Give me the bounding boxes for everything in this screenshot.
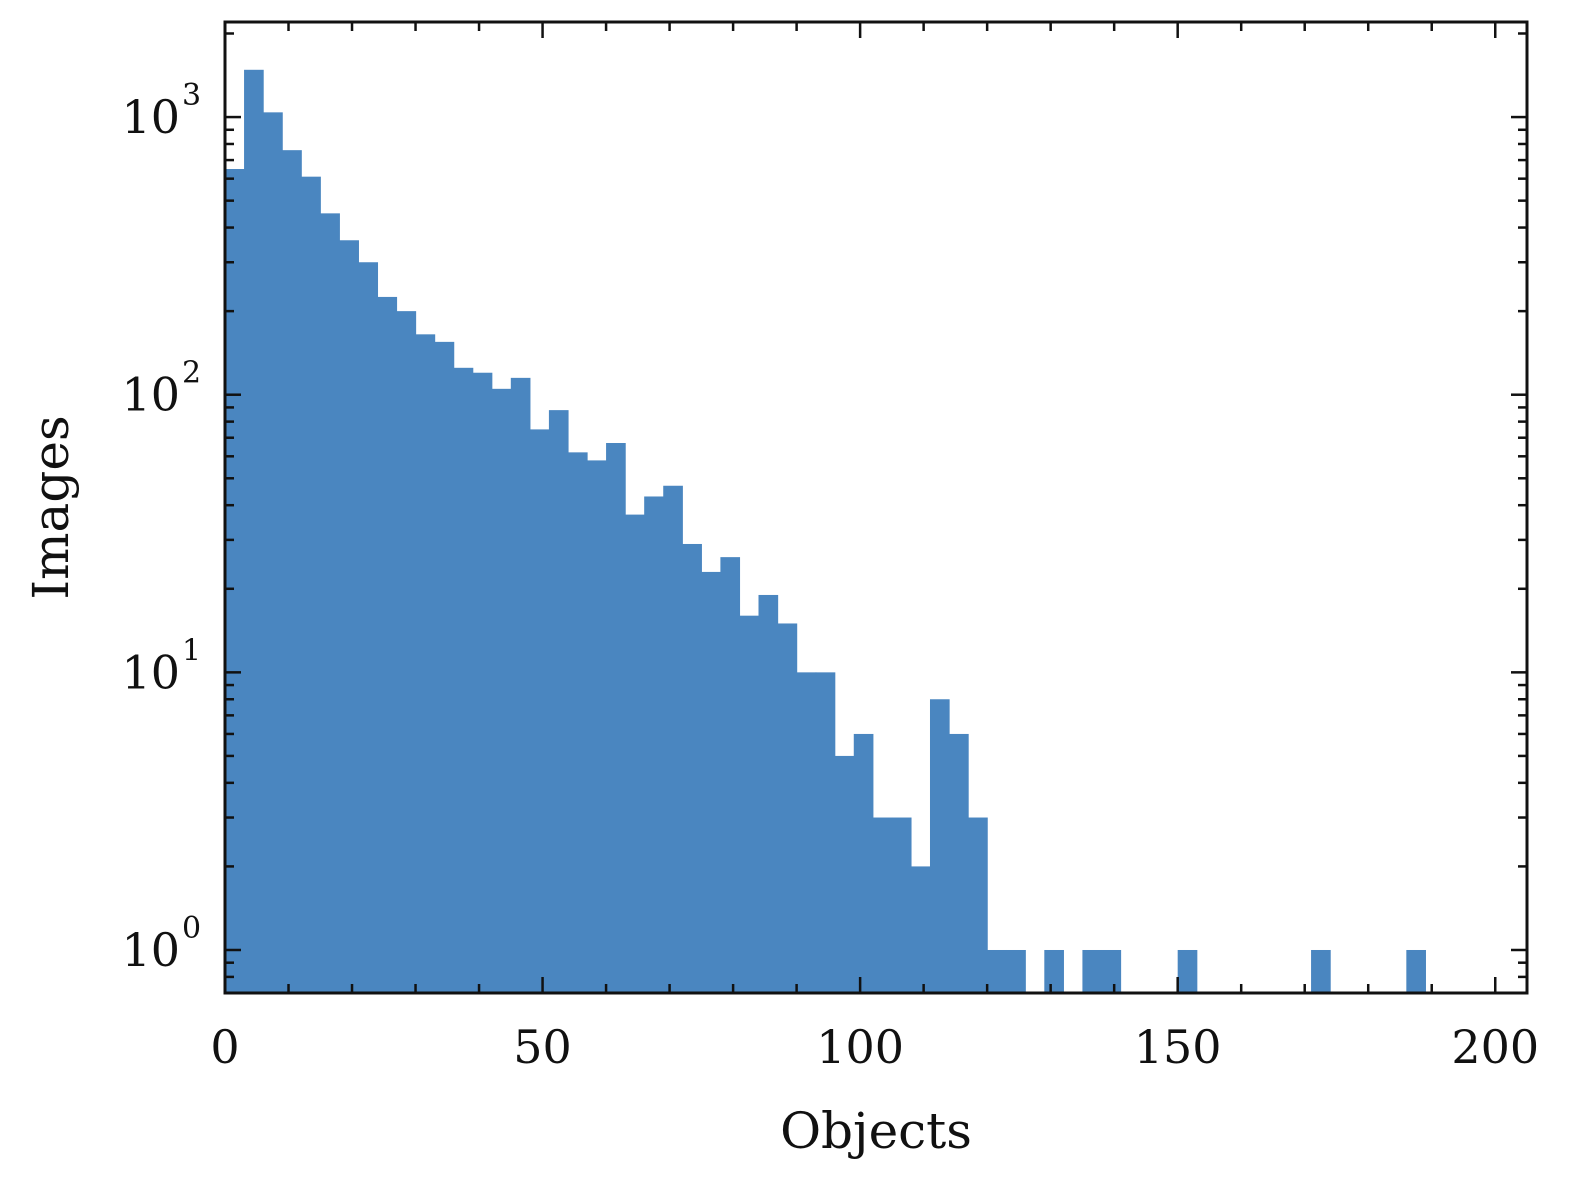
x-tick-label: 200 xyxy=(1451,1020,1539,1074)
histogram-bar xyxy=(225,169,245,993)
histogram-bar xyxy=(510,377,531,993)
histogram-bar xyxy=(606,443,626,994)
histogram-bar xyxy=(567,452,588,994)
x-tick-label: 100 xyxy=(816,1020,904,1074)
histogram-bar xyxy=(244,69,264,994)
bars-group xyxy=(225,69,1426,994)
histogram-bar xyxy=(891,817,912,993)
histogram-bar xyxy=(1311,949,1331,993)
histogram-bar xyxy=(720,557,741,993)
histogram-bar xyxy=(796,672,817,993)
histogram-bar xyxy=(853,733,874,993)
histogram-bar xyxy=(282,150,302,994)
histogram-bar xyxy=(663,485,683,993)
x-axis-label: Objects xyxy=(780,1102,972,1160)
histogram-bar xyxy=(739,615,760,993)
y-axis-label: Images xyxy=(22,415,80,599)
histogram-bar xyxy=(453,367,474,993)
x-tick-label: 0 xyxy=(210,1020,239,1074)
histogram-bar xyxy=(949,733,969,993)
histogram-bar xyxy=(434,341,455,994)
histogram-bar xyxy=(1082,949,1103,993)
histogram-bar xyxy=(339,240,359,993)
histogram-bar xyxy=(548,410,569,993)
histogram-bar xyxy=(987,949,1007,993)
histogram-bar xyxy=(377,296,398,994)
x-tick-label: 150 xyxy=(1134,1020,1222,1074)
histogram-bar xyxy=(396,311,417,994)
histogram-bar xyxy=(358,262,379,993)
histogram-bar xyxy=(1006,949,1026,993)
y-tick-label-exponent: 1 xyxy=(182,633,201,668)
histogram-bar xyxy=(872,817,893,993)
histogram-bar xyxy=(529,429,550,993)
y-tick-label: 10 xyxy=(121,90,180,144)
y-tick-label: 10 xyxy=(121,645,180,699)
histogram-bar xyxy=(929,699,950,993)
histogram-bar xyxy=(415,334,436,994)
histogram-bar xyxy=(491,388,512,994)
y-tick-label: 10 xyxy=(121,368,180,422)
histogram-bar xyxy=(701,571,721,993)
histogram-bar xyxy=(472,372,493,993)
x-tick-label: 50 xyxy=(513,1020,572,1074)
histogram-bar xyxy=(968,817,988,993)
y-tick-label-exponent: 2 xyxy=(182,356,201,391)
y-tick-label-exponent: 3 xyxy=(182,78,201,113)
y-tick-label-exponent: 0 xyxy=(182,911,201,946)
histogram-bar xyxy=(682,543,702,993)
histogram-bar xyxy=(1044,949,1064,993)
histogram-bar xyxy=(1406,949,1426,993)
plot-frame xyxy=(223,20,1529,995)
histogram-bar xyxy=(320,213,340,994)
histogram-bar xyxy=(815,672,836,993)
histogram-bar xyxy=(625,514,645,993)
histogram-bar xyxy=(758,594,779,993)
histogram-bar xyxy=(1101,949,1122,993)
histogram-bar xyxy=(1177,949,1198,993)
y-tick-label: 10 xyxy=(121,923,180,977)
histogram-bar xyxy=(263,112,283,993)
histogram-bar xyxy=(644,496,664,993)
histogram-bar xyxy=(910,866,931,993)
histogram-bar xyxy=(834,755,855,993)
histogram-bar xyxy=(777,623,798,993)
histogram-bar xyxy=(587,460,607,994)
histogram-bar xyxy=(301,176,321,994)
